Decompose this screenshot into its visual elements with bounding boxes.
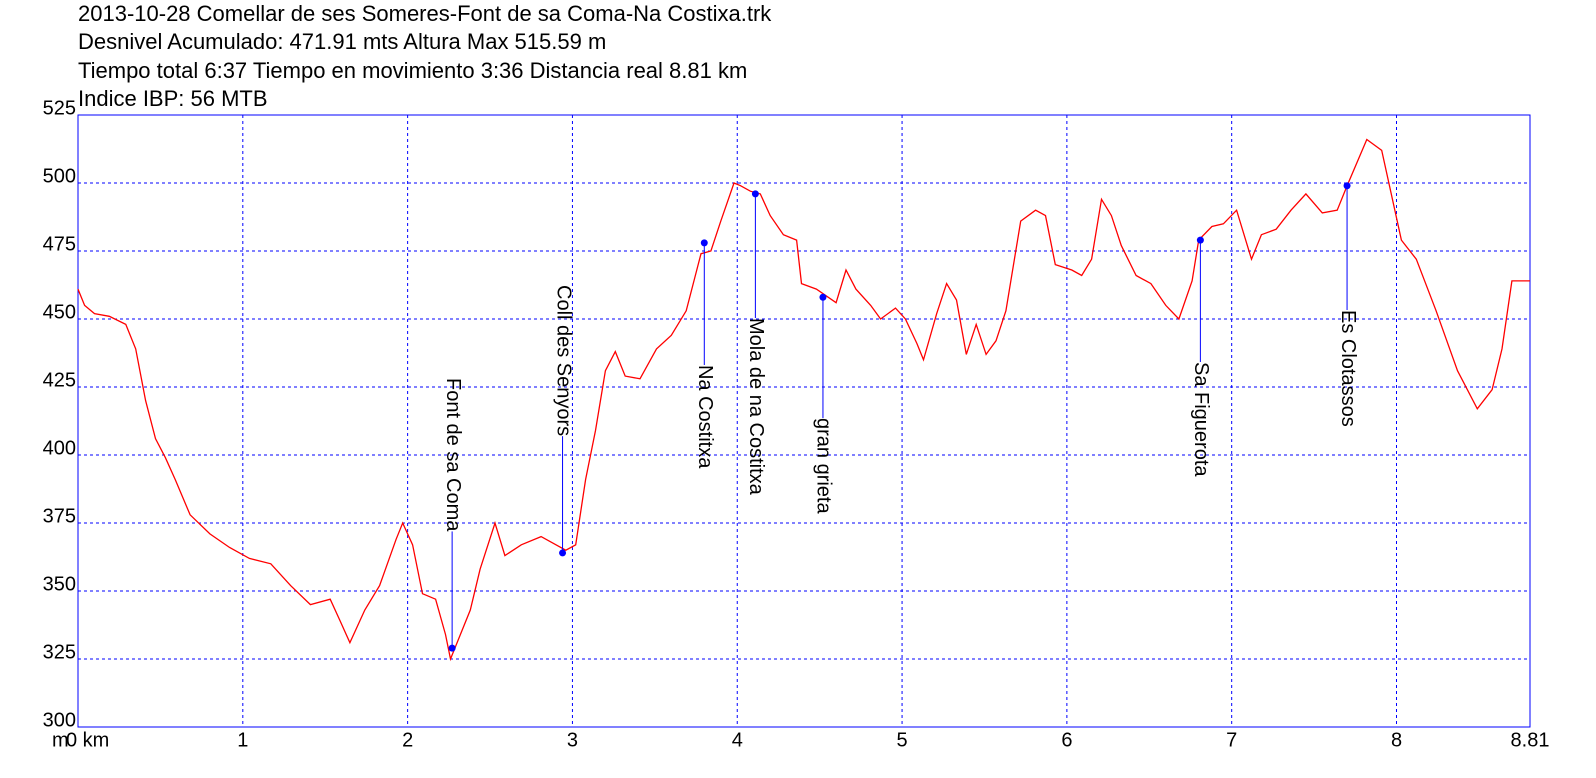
waypoint-label: Sa Figuerota: [1190, 362, 1212, 477]
x-tick-label: 3: [567, 729, 578, 751]
elevation-line: [77, 138, 1530, 662]
y-tick-label: 525: [43, 97, 76, 119]
y-tick-label: 300: [43, 709, 76, 731]
waypoint-dot: [559, 549, 567, 557]
x-tick-label: 1: [237, 729, 248, 751]
title-line: Tiempo total 6:37 Tiempo en movimiento 3…: [78, 58, 747, 83]
y-tick-label: 500: [43, 165, 76, 187]
waypoint-dot: [1343, 182, 1351, 190]
x-tick-label: 8: [1391, 729, 1402, 751]
waypoint-label: Es Clotassos: [1337, 310, 1359, 427]
waypoint-dot: [448, 644, 456, 652]
x-tick-label: 8.81: [1511, 729, 1550, 751]
title-line: 2013-10-28 Comellar de ses Someres-Font …: [78, 1, 772, 26]
y-tick-label: 450: [43, 301, 76, 323]
waypoint-dot: [751, 190, 759, 198]
waypoint-dot: [700, 239, 708, 247]
waypoint-dot: [819, 293, 827, 301]
waypoint-label: Coll des Senyors: [552, 285, 574, 436]
waypoint-label: Na Costitxa: [694, 365, 716, 469]
x-tick-label: 5: [897, 729, 908, 751]
x-tick-label: 4: [732, 729, 743, 751]
y-tick-label: 350: [43, 573, 76, 595]
title-line: Indice IBP: 56 MTB: [78, 86, 268, 111]
plot-frame: [77, 114, 1531, 728]
x-tick-label: 2: [402, 729, 413, 751]
x-tick-label: 7: [1226, 729, 1237, 751]
y-axis-label: m: [52, 729, 69, 751]
y-tick-label: 325: [43, 641, 76, 663]
waypoint-label: Mola de na Costitxa: [745, 318, 767, 496]
waypoint-label: gran grieta: [813, 418, 835, 514]
x-tick-label: 0 km: [66, 729, 109, 751]
waypoint-label: Font de sa Coma: [442, 378, 464, 532]
waypoint-dot: [1196, 236, 1204, 244]
y-tick-label: 375: [43, 505, 76, 527]
y-tick-label: 400: [43, 437, 76, 459]
title-line: Desnivel Acumulado: 471.91 mts Altura Ma…: [78, 29, 606, 54]
x-tick-label: 6: [1061, 729, 1072, 751]
y-tick-label: 475: [43, 233, 76, 255]
y-tick-label: 425: [43, 369, 76, 391]
